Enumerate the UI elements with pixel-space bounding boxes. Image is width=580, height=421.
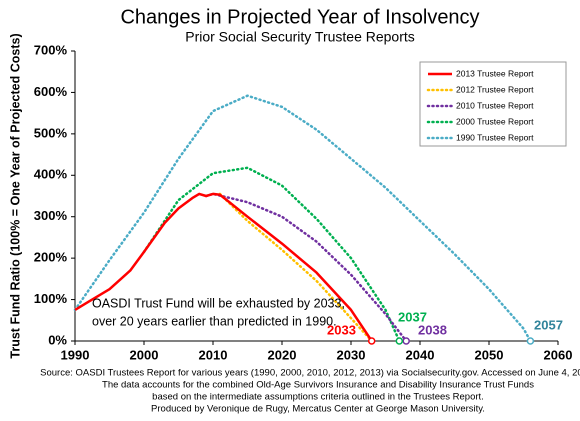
x-tick-label: 2040 — [406, 347, 435, 362]
depletion-marker — [367, 337, 376, 345]
y-tick-label: 700% — [34, 42, 68, 57]
x-tick-label: 2010 — [199, 347, 228, 362]
legend-label: 2012 Trustee Report — [456, 84, 534, 94]
series-line — [142, 166, 401, 343]
annotation: 2037 — [398, 309, 427, 324]
depletion-marker — [526, 337, 535, 345]
chart-title: Changes in Projected Year of Insolvency — [120, 6, 479, 28]
x-tick-label: 2000 — [130, 347, 159, 362]
annotation: OASDI Trust Fund will be exhausted by 20… — [92, 296, 345, 310]
y-tick-label: 600% — [34, 84, 68, 99]
x-tick-label: 2060 — [544, 347, 573, 362]
source-note: based on the intermediate assumptions cr… — [152, 392, 484, 403]
x-tick-label: 1990 — [61, 347, 90, 362]
y-tick-label: 100% — [34, 291, 68, 306]
source-note: The data accounts for the combined Old-A… — [102, 380, 534, 391]
series-line — [218, 192, 373, 343]
legend-label: 2000 Trustee Report — [456, 116, 534, 126]
x-tick-label: 2030 — [337, 347, 366, 362]
annotation: 2038 — [418, 322, 447, 337]
y-tick-label: 300% — [34, 208, 68, 223]
legend-label: 2010 Trustee Report — [456, 100, 534, 110]
source-note: Source: OASDI Trustees Report for variou… — [40, 368, 580, 379]
y-tick-label: 500% — [34, 125, 68, 140]
chart-subtitle: Prior Social Security Trustee Reports — [185, 29, 415, 45]
depletion-marker — [395, 337, 404, 345]
y-tick-label: 0% — [48, 332, 67, 347]
legend-label: 2013 Trustee Report — [456, 68, 534, 78]
annotation: over 20 years earlier than predicted in … — [92, 314, 337, 328]
series-line — [74, 192, 373, 342]
y-tick-label: 400% — [34, 167, 68, 182]
depletion-marker — [402, 337, 410, 345]
legend-box — [419, 61, 567, 147]
annotation: 2057 — [534, 317, 563, 332]
legend-label: 1990 Trustee Report — [456, 132, 534, 142]
annotation: 2033 — [327, 322, 356, 337]
x-tick-label: 2020 — [268, 347, 297, 362]
x-tick-label: 2050 — [475, 347, 504, 362]
y-axis-label: Trust Fund Ratio (100% = One Year of Pro… — [8, 33, 22, 358]
y-tick-label: 200% — [34, 250, 68, 265]
series-line — [73, 94, 532, 343]
source-note: Produced by Veronique de Rugy, Mercatus … — [151, 404, 485, 415]
